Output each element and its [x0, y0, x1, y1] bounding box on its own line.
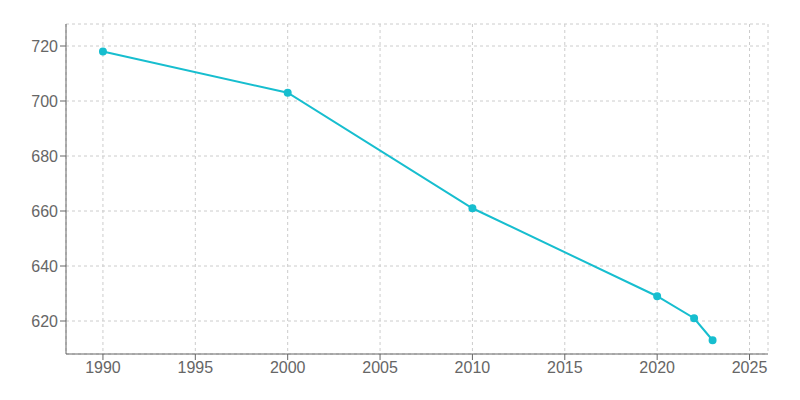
svg-text:1990: 1990 [85, 359, 121, 376]
svg-text:2005: 2005 [362, 359, 398, 376]
svg-text:2020: 2020 [639, 359, 675, 376]
svg-text:2010: 2010 [455, 359, 491, 376]
svg-text:620: 620 [31, 313, 58, 330]
svg-text:2025: 2025 [732, 359, 768, 376]
svg-text:680: 680 [31, 148, 58, 165]
svg-text:700: 700 [31, 93, 58, 110]
svg-text:660: 660 [31, 203, 58, 220]
svg-text:2015: 2015 [547, 359, 583, 376]
svg-text:2000: 2000 [270, 359, 306, 376]
svg-text:1995: 1995 [178, 359, 214, 376]
svg-text:640: 640 [31, 258, 58, 275]
svg-text:720: 720 [31, 38, 58, 55]
